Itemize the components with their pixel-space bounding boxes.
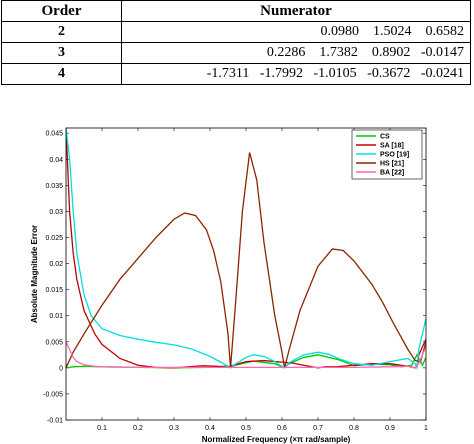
cell-order: 2	[1, 21, 122, 43]
x-tick-label: 0.9	[385, 425, 395, 432]
y-tick-label: 0.035	[45, 183, 63, 190]
y-tick-label: 0.005	[45, 339, 63, 346]
x-tick-label: 1	[424, 425, 428, 432]
plot-frame	[65, 127, 427, 421]
y-tick-label: -0.01	[47, 418, 63, 425]
series-line-ba	[66, 341, 426, 369]
y-tick-label: 0.015	[45, 287, 63, 294]
table-header-row: Order Numerator	[1, 0, 471, 22]
y-tick-label: 0	[59, 365, 63, 372]
error-chart: -0.01 -0.005 0 0.005 0.01 0.015 0.02 0.025 0.03 0…	[0, 124, 474, 444]
header-numerator: Numerator	[121, 0, 471, 22]
y-tick-label: -0.005	[43, 391, 63, 398]
legend-label: CS	[380, 134, 390, 141]
legend-label: HS [21]	[380, 161, 404, 168]
table-row: 3 0.2286 1.7382 0.8902 -0.0147	[1, 42, 471, 64]
cell-order: 3	[1, 42, 122, 64]
y-tick-label: 0.03	[49, 209, 63, 216]
cell-numerator: 0.0980 1.5024 0.6582	[121, 21, 471, 43]
x-tick-label: 0.3	[169, 425, 179, 432]
x-tick-label: 0.5	[241, 425, 251, 432]
series-line-hs	[66, 152, 426, 369]
y-tick-label: 0.045	[45, 131, 63, 138]
x-tick-label: 0.7	[313, 425, 323, 432]
x-tick-label: 0.6	[277, 425, 287, 432]
x-tick-label: 0.8	[349, 425, 359, 432]
table-row: 2 0.0980 1.5024 0.6582	[1, 21, 471, 43]
chart-svg: -0.01 -0.005 0 0.005 0.01 0.015 0.02 0.025 0.03 0…	[30, 127, 428, 444]
table-row: 4 -1.7311 -1.7992 -1.0105 -0.3672 -0.024…	[1, 63, 471, 85]
y-tick-label: 0.02	[49, 261, 63, 268]
x-tick-label: 0.2	[133, 425, 143, 432]
x-tick-label: 0.1	[97, 425, 107, 432]
cell-numerator: -1.7311 -1.7992 -1.0105 -0.3672 -0.0241	[121, 63, 471, 85]
legend-label: BA [22]	[380, 170, 404, 177]
cell-order: 4	[1, 63, 122, 85]
coefficient-table: Order Numerator 2 0.0980 1.5024 0.6582 3…	[1, 0, 471, 85]
legend-label: PSO [19]	[380, 152, 409, 159]
x-axis-title: Normalized Frequency (×π rad/sample)	[202, 435, 351, 444]
header-order: Order	[1, 0, 122, 22]
y-tick-label: 0.04	[49, 157, 63, 164]
y-tick-label: 0.025	[45, 235, 63, 242]
series-line-sa	[66, 128, 426, 369]
series-line-pso	[66, 128, 426, 371]
legend-label: SA [18]	[380, 143, 404, 150]
y-axis-title: Absolute Magnitude Error	[30, 225, 39, 323]
y-tick-label: 0.01	[49, 313, 63, 320]
x-tick-label: 0.4	[205, 425, 215, 432]
cell-numerator: 0.2286 1.7382 0.8902 -0.0147	[121, 42, 471, 64]
